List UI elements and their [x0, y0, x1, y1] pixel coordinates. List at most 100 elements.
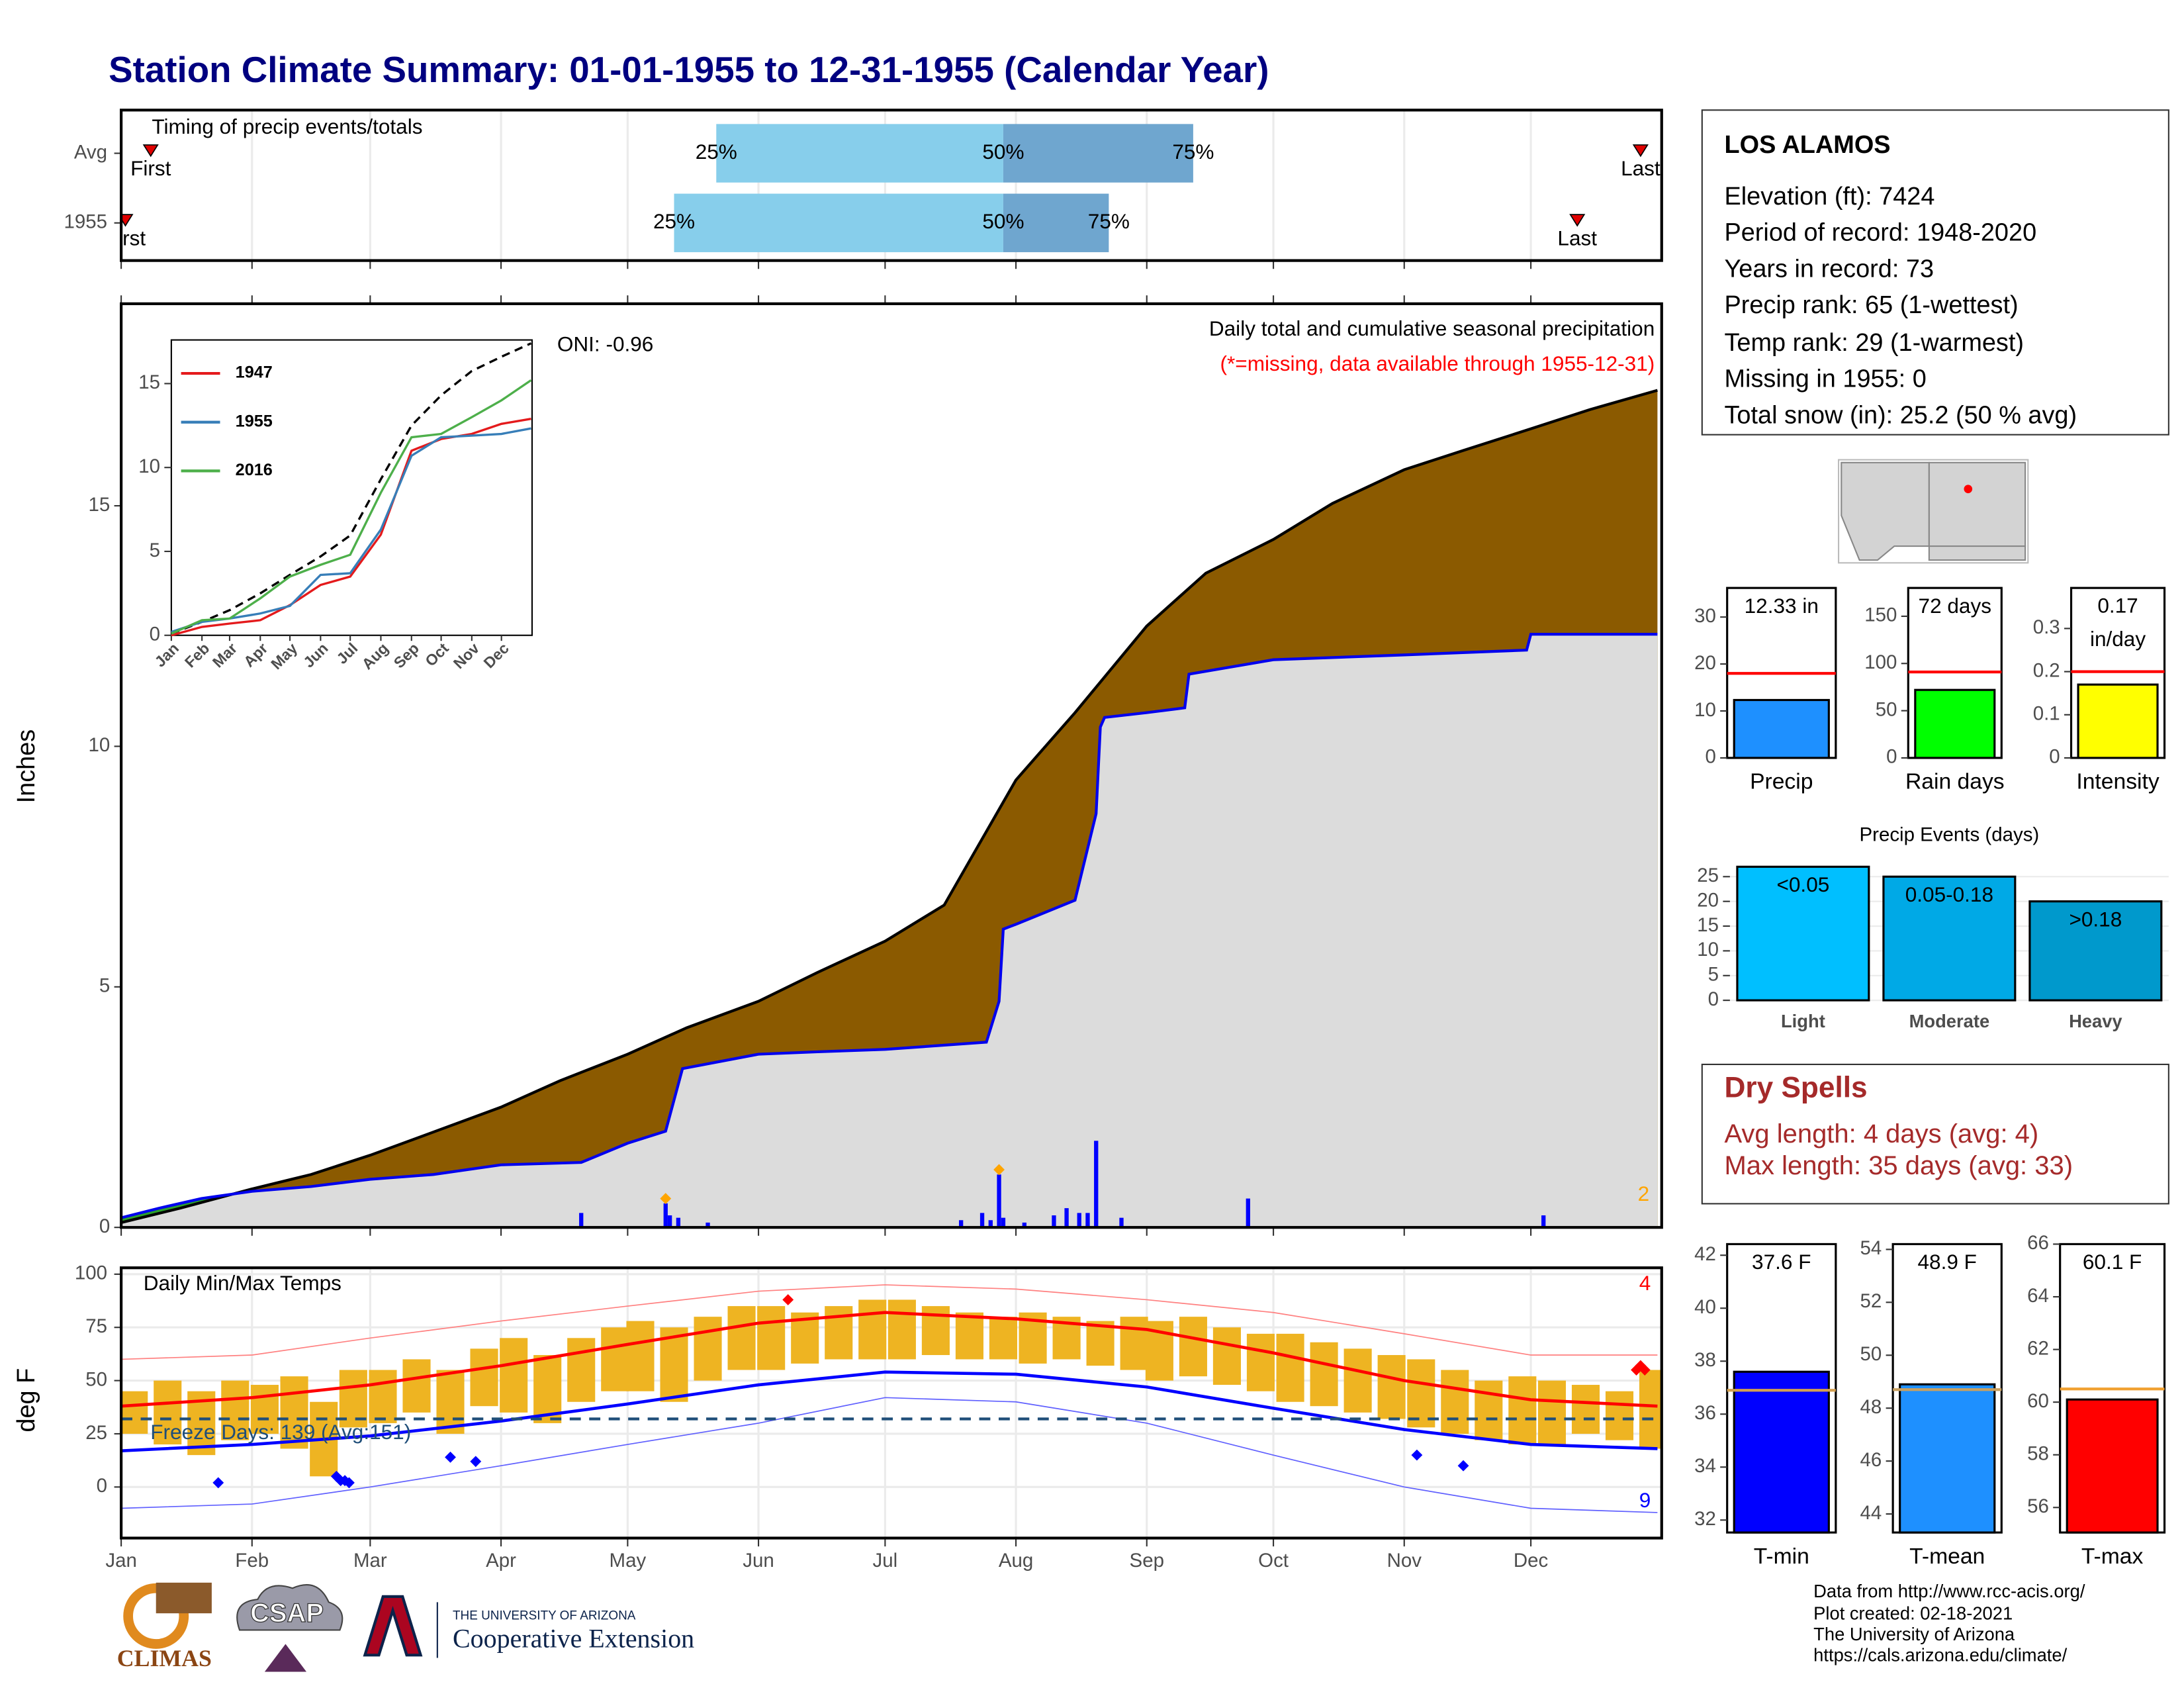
x-tick-label: Nov: [1387, 1550, 1422, 1571]
daily-bar: [579, 1213, 584, 1228]
x-tick-label: Oct: [1258, 1550, 1289, 1571]
x-tick-label: Jun: [743, 1550, 774, 1571]
temp-range-bar: [1639, 1370, 1662, 1449]
record-low-count: 9: [1639, 1488, 1651, 1512]
station-line: Precip rank: 65 (1-wettest): [1724, 291, 2018, 319]
gauge-category: T-mean: [1909, 1544, 1985, 1569]
y-tick-label: 36: [1694, 1402, 1716, 1424]
y-tick-label: 0: [99, 1215, 110, 1237]
temp-range-bar: [757, 1306, 786, 1370]
temp-line: [121, 1397, 1658, 1513]
y-tick-label: 5: [150, 539, 160, 561]
station-line: Temp rank: 29 (1-warmest): [1724, 329, 2024, 357]
footer-line: The University of Arizona: [1813, 1624, 2015, 1644]
gauge-category: T-min: [1754, 1544, 1809, 1569]
temp-range-bar: [436, 1370, 465, 1434]
station-line: Total snow (in): 25.2 (50 % avg): [1724, 401, 2077, 429]
y-tick-label: 0: [2049, 746, 2060, 768]
temp-range-bar: [1441, 1370, 1469, 1434]
y-axis-label: Inches: [13, 729, 40, 804]
event-label: Last: [1621, 156, 1661, 180]
y-tick-label: 34: [1694, 1455, 1716, 1477]
station-box: LOS ALAMOS Elevation (ft): 7424 Period o…: [1701, 109, 2169, 436]
temp-range-bar: [1508, 1376, 1537, 1445]
y-tick-label: 150: [1864, 604, 1897, 626]
daily-bar: [1246, 1198, 1250, 1228]
y-tick-label: 25: [1697, 865, 1719, 886]
temp-range-bar: [858, 1299, 887, 1360]
daily-bar: [1064, 1208, 1069, 1228]
temp-range-bar: [533, 1355, 562, 1423]
gauge-category: Intensity: [2076, 770, 2160, 794]
freeze-label: Freeze Days: 139 (Avg:151): [150, 1420, 411, 1444]
daily-bar: [1541, 1215, 1546, 1228]
csap-mountain: [264, 1644, 307, 1672]
record-marker: [343, 1477, 355, 1489]
record-marker: [445, 1451, 456, 1463]
temp-line: [121, 1284, 1658, 1360]
csap-logo: CSAP: [250, 1599, 324, 1628]
temp-range-bar: [1086, 1321, 1115, 1366]
temp-range-bar: [887, 1299, 916, 1360]
record-marker: [1631, 1364, 1642, 1376]
daily-bar: [705, 1222, 710, 1228]
footer-line: https://cals.arizona.edu/climate/: [1813, 1645, 2067, 1665]
dry-spells-frame: [1701, 1063, 2169, 1205]
event-bar: [2028, 900, 2163, 1002]
legend-label: 1955: [236, 412, 273, 430]
temp-range-bar: [1310, 1342, 1338, 1407]
corner-note: 2: [1638, 1182, 1650, 1205]
daily-bar: [1077, 1213, 1081, 1228]
y-tick-label: 0: [1708, 988, 1719, 1010]
csap-cloud: [236, 1584, 343, 1631]
y-tick-label: 54: [1860, 1237, 1882, 1259]
quartile-bar: [1003, 193, 1109, 252]
temp-range-bar: [955, 1312, 983, 1360]
daily-bar: [676, 1217, 681, 1228]
quartile-label: 50%: [982, 209, 1024, 233]
x-tick-label: Light: [1781, 1011, 1825, 1031]
map-state: [1928, 545, 2026, 561]
daily-bar: [1119, 1217, 1124, 1228]
temp-range-bar: [1179, 1317, 1207, 1377]
y-tick-label: 0: [1705, 746, 1715, 768]
average-line: [171, 342, 532, 635]
temp-range-bar: [989, 1317, 1017, 1360]
temperature-layers: [121, 1284, 1662, 1513]
x-tick-label: Jan: [105, 1550, 136, 1571]
normal-line: [121, 389, 1658, 1224]
gauge-bar: [1733, 1370, 1830, 1534]
bin-label: 0.05-0.18: [1905, 882, 1993, 906]
gauge-value-label: 12.33 in: [1745, 594, 1819, 618]
legend-label: 1947: [236, 363, 273, 382]
station-frame: [1701, 109, 2169, 436]
y-tick-label: 100: [1864, 651, 1897, 673]
temp-range-bar: [567, 1338, 596, 1402]
x-tick-label: Sep: [1130, 1550, 1164, 1571]
gauge-bar: [1914, 688, 1996, 759]
temp-range-bar: [369, 1370, 397, 1423]
ua-name: THE UNIVERSITY OF ARIZONA: [453, 1609, 636, 1622]
gauge-value-label: 0.17 in/day: [2090, 594, 2146, 651]
event-label: First: [130, 156, 171, 180]
y-axis-label: deg F: [13, 1368, 40, 1432]
quartile-label: 75%: [1088, 209, 1130, 233]
station-line: Years in record: 73: [1724, 255, 1934, 283]
temp-range-bar: [250, 1385, 279, 1434]
y-tick-label: 44: [1860, 1502, 1882, 1524]
cumulative-line: [121, 633, 1658, 1219]
daily-bar: [1085, 1213, 1090, 1228]
temp-range-bar: [727, 1306, 756, 1370]
y-tick-label: 0.1: [2033, 703, 2060, 725]
record-marker: [212, 1477, 224, 1489]
daily-bar: [997, 1174, 1001, 1228]
quartile-label: 25%: [653, 209, 695, 233]
temp-range-bar: [121, 1391, 148, 1434]
y-tick-label: 0: [97, 1475, 107, 1497]
gauge-category: T-max: [2081, 1544, 2144, 1569]
temp-line: [121, 1311, 1658, 1408]
record-marker: [1639, 1364, 1651, 1376]
climas-icon: [156, 1582, 212, 1614]
x-tick-label: Heavy: [2069, 1011, 2122, 1031]
